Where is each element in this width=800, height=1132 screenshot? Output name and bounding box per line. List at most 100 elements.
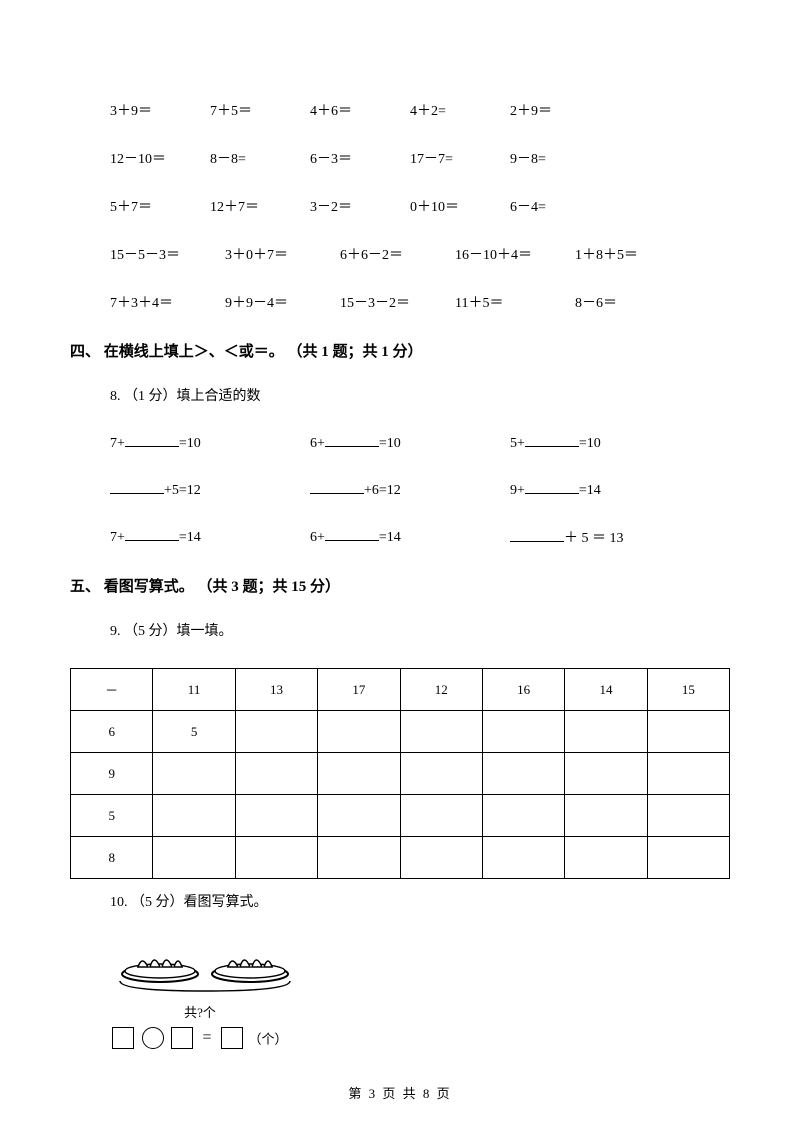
- blank-line[interactable]: [310, 480, 364, 494]
- blank-line[interactable]: [325, 527, 379, 541]
- equation-row-2: 12－10＝ 8－8= 6－3＝ 17－7= 9－8=: [110, 148, 730, 168]
- table-cell[interactable]: [153, 837, 235, 879]
- equation-cell: 4＋6＝: [310, 100, 410, 120]
- fill-cell: ＋ 5 ＝ 13: [510, 527, 710, 547]
- fill-row-3: 7+=14 6+=14 ＋ 5 ＝ 13: [110, 527, 730, 547]
- table-cell[interactable]: [153, 795, 235, 837]
- table-cell[interactable]: [235, 837, 317, 879]
- table-cell[interactable]: [235, 795, 317, 837]
- equation-cell: 6＋6－2＝: [340, 244, 455, 264]
- fill-row-2: +5=12 +6=12 9+=14: [110, 480, 730, 499]
- fill-post: =10: [179, 436, 201, 451]
- fill-post: +6=12: [364, 483, 401, 498]
- fill-post: =14: [179, 530, 201, 545]
- fill-pre: 7+: [110, 436, 125, 451]
- table-row: 8: [71, 837, 730, 879]
- table-cell: 13: [235, 669, 317, 711]
- equation-cell: 3＋0＋7＝: [225, 244, 340, 264]
- equals-sign: =: [203, 1029, 212, 1046]
- table-cell[interactable]: [318, 753, 400, 795]
- fill-pre: 6+: [310, 530, 325, 545]
- fill-pre: 6+: [310, 436, 325, 451]
- fill-cell: +6=12: [310, 480, 510, 499]
- page-footer: 第 3 页 共 8 页: [0, 1083, 800, 1102]
- table-cell[interactable]: [400, 753, 482, 795]
- table-cell[interactable]: [318, 837, 400, 879]
- table-cell[interactable]: [565, 837, 647, 879]
- table-cell: 9: [71, 753, 153, 795]
- equation-cell: 15－5－3＝: [110, 244, 225, 264]
- table-cell[interactable]: [235, 711, 317, 753]
- equation-row-3: 5＋7＝ 12＋7＝ 3－2＝ 0＋10＝ 6－4=: [110, 196, 730, 216]
- equation-cell: 12－10＝: [110, 148, 210, 168]
- equation-cell: 16－10＋4＝: [455, 244, 575, 264]
- table-cell: －: [71, 669, 153, 711]
- table-cell: 5: [71, 795, 153, 837]
- table-cell[interactable]: [565, 711, 647, 753]
- blank-line[interactable]: [510, 528, 564, 542]
- table-cell[interactable]: [565, 753, 647, 795]
- table-cell[interactable]: [482, 795, 564, 837]
- fill-pre: 9+: [510, 483, 525, 498]
- fill-post: +5=12: [164, 483, 201, 498]
- blank-line[interactable]: [110, 480, 164, 494]
- answer-box[interactable]: [221, 1027, 243, 1049]
- fill-cell: 9+=14: [510, 480, 710, 499]
- answer-box[interactable]: [171, 1027, 193, 1049]
- equation-cell: 8－6＝: [575, 292, 675, 312]
- answer-box[interactable]: [112, 1027, 134, 1049]
- equation-row-1: 3＋9＝ 7＋5＝ 4＋6＝ 4＋2= 2＋9＝: [110, 100, 730, 120]
- fill-cell: 6+ =10: [310, 433, 510, 452]
- table-cell: 17: [318, 669, 400, 711]
- question-10: 10. （5 分）看图写算式。: [110, 891, 730, 911]
- table-cell: 16: [482, 669, 564, 711]
- table-cell: 14: [565, 669, 647, 711]
- blank-line[interactable]: [125, 527, 179, 541]
- figure-q10: 共?个 = （个）: [110, 939, 730, 1049]
- table-cell[interactable]: [647, 711, 729, 753]
- figure-label: 共?个: [110, 1002, 290, 1021]
- section-4-header: 四、 在横线上填上＞、＜或＝。 （共 1 题；共 1 分）: [70, 340, 730, 361]
- table-cell[interactable]: [565, 795, 647, 837]
- table-cell[interactable]: [235, 753, 317, 795]
- table-cell: 11: [153, 669, 235, 711]
- table-cell[interactable]: [400, 795, 482, 837]
- table-cell[interactable]: [400, 711, 482, 753]
- unit-label: （个）: [249, 1032, 288, 1047]
- equation-cell: 11＋5＝: [455, 292, 575, 312]
- blank-line[interactable]: [325, 433, 379, 447]
- blank-line[interactable]: [525, 480, 579, 494]
- section-5-header: 五、 看图写算式。 （共 3 题；共 15 分）: [70, 575, 730, 596]
- equation-cell: 8－8=: [210, 148, 310, 168]
- table-cell[interactable]: [647, 837, 729, 879]
- table-cell[interactable]: [400, 837, 482, 879]
- table-cell: 8: [71, 837, 153, 879]
- table-cell[interactable]: [318, 711, 400, 753]
- fill-row-1: 7+ =10 6+ =10 5+ =10: [110, 433, 730, 452]
- equation-cell: 5＋7＝: [110, 196, 210, 216]
- blank-line[interactable]: [525, 433, 579, 447]
- table-cell[interactable]: [482, 711, 564, 753]
- equation-cell: 17－7=: [410, 148, 510, 168]
- equation-cell: 9＋9－4＝: [225, 292, 340, 312]
- table-cell[interactable]: [647, 795, 729, 837]
- fill-post: =10: [379, 436, 401, 451]
- fill-cell: 6+=14: [310, 527, 510, 547]
- table-cell[interactable]: [482, 837, 564, 879]
- table-cell: 5: [153, 711, 235, 753]
- table-cell: 12: [400, 669, 482, 711]
- subtraction-table: － 11 13 17 12 16 14 15 6 5 9 5 8: [70, 668, 730, 879]
- plates-icon: [110, 939, 310, 999]
- equation-cell: 2＋9＝: [510, 100, 610, 120]
- blank-line[interactable]: [125, 433, 179, 447]
- equation-cell: 15－3－2＝: [340, 292, 455, 312]
- operator-circle[interactable]: [142, 1027, 164, 1049]
- equation-cell: 7＋5＝: [210, 100, 310, 120]
- table-cell[interactable]: [153, 753, 235, 795]
- fill-pre: 5+: [510, 436, 525, 451]
- equation-cell: 1＋8＋5＝: [575, 244, 675, 264]
- table-cell[interactable]: [318, 795, 400, 837]
- table-cell[interactable]: [482, 753, 564, 795]
- table-row: 5: [71, 795, 730, 837]
- table-cell[interactable]: [647, 753, 729, 795]
